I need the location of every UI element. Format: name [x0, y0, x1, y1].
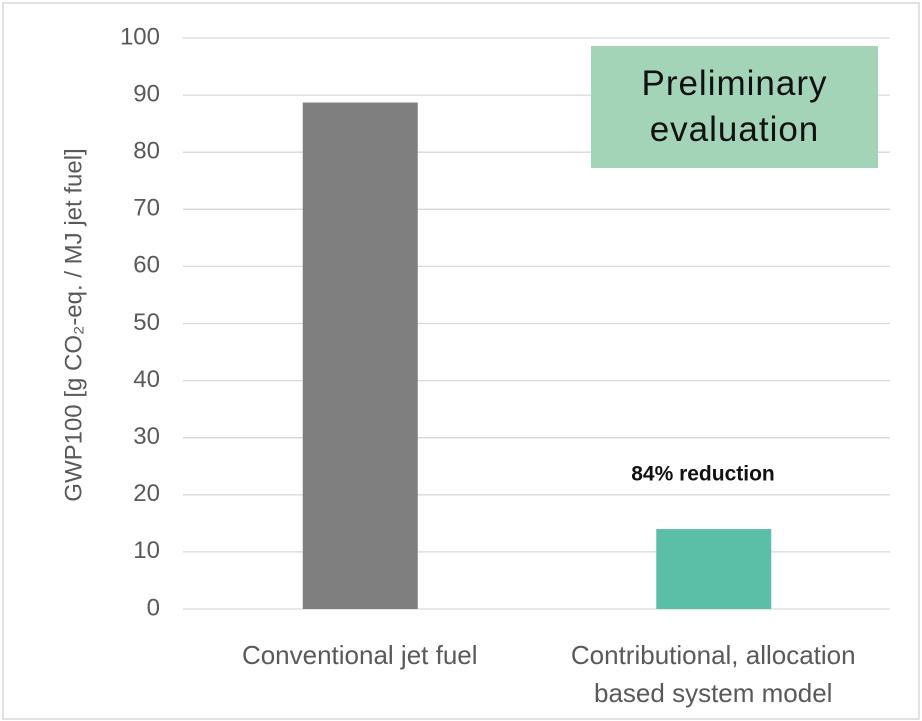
note-box: Preliminary evaluation [591, 46, 878, 168]
y-tick-label: 0 [147, 594, 160, 621]
y-tick-label: 20 [133, 480, 160, 507]
y-tick-label: 30 [133, 423, 160, 450]
y-tick-label: 100 [120, 23, 160, 50]
y-axis-title: GWP100 [g CO₂-eq. / MJ jet fuel] [60, 148, 87, 501]
bar [302, 102, 418, 609]
x-tick-label: Contributional, allocation based system … [570, 640, 856, 708]
y-tick-label: 10 [133, 537, 160, 564]
y-tick-label: 50 [133, 309, 160, 336]
y-tick-label: 40 [133, 366, 160, 393]
bar [656, 529, 772, 609]
y-tick-label: 60 [133, 252, 160, 279]
y-tick-label: 70 [133, 195, 160, 222]
y-tick-label: 80 [133, 138, 160, 165]
y-tick-label: 90 [133, 80, 160, 107]
annotation: 84% reduction [631, 463, 775, 486]
x-tick-label: Conventional jet fuel [241, 640, 478, 670]
